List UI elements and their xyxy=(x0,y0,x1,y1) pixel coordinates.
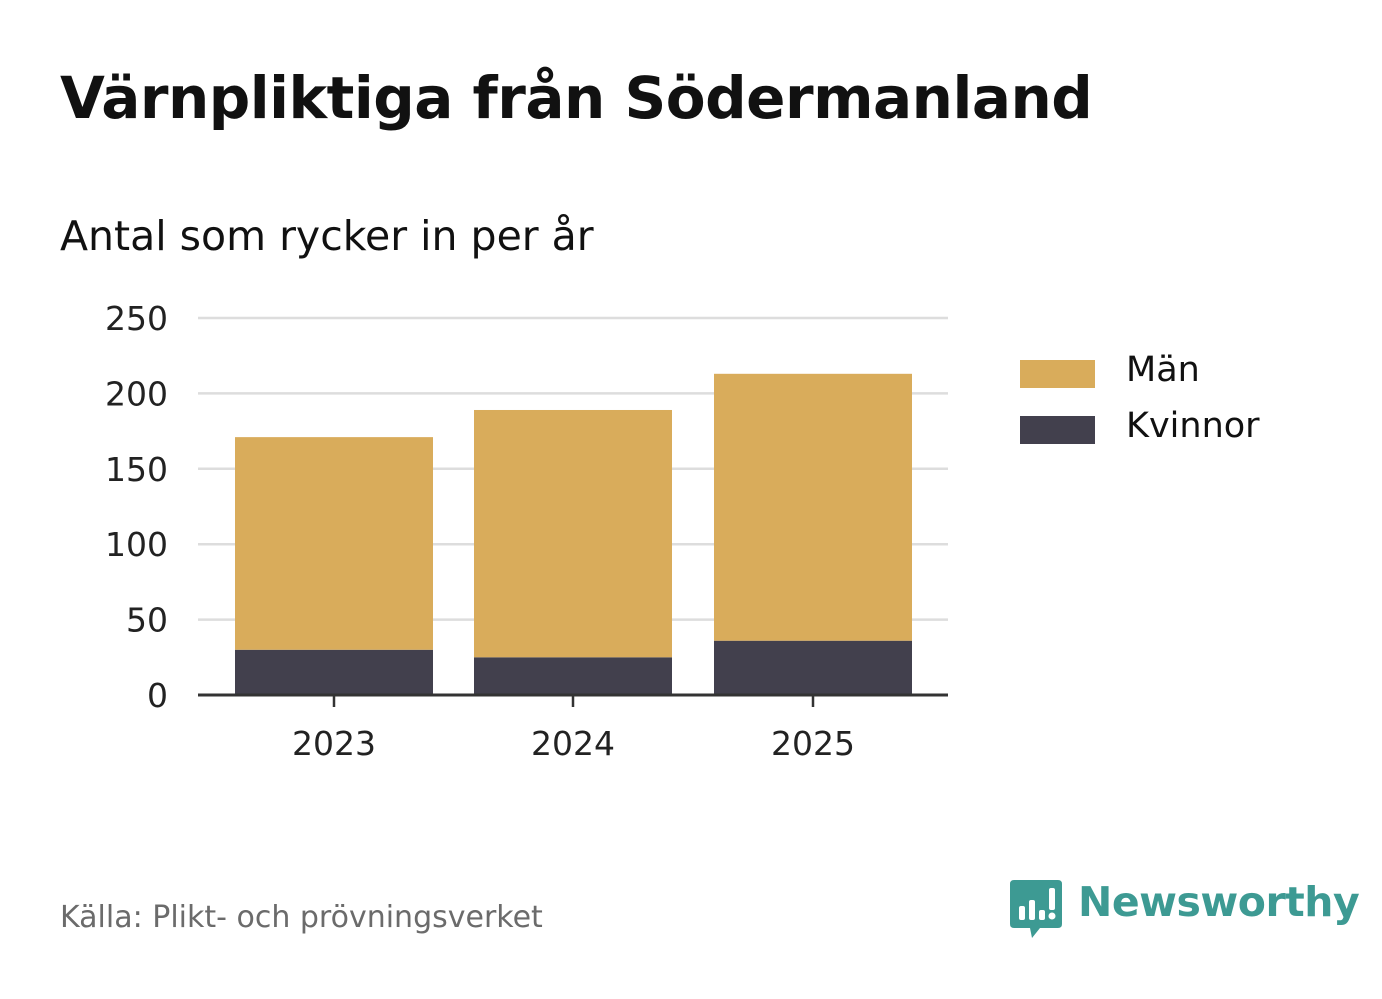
bar-women-2024 xyxy=(474,657,672,695)
y-tick-label: 100 xyxy=(105,525,168,564)
y-tick-label: 50 xyxy=(126,601,168,640)
legend-swatch-women xyxy=(1020,416,1095,444)
newsworthy-chart-bubble-icon xyxy=(1010,880,1062,938)
legend-item-women: Kvinnor xyxy=(1020,406,1350,446)
x-tick-label: 2023 xyxy=(292,724,376,763)
legend-swatch-men xyxy=(1020,360,1095,388)
y-tick-label: 150 xyxy=(105,450,168,489)
y-tick-label: 200 xyxy=(105,374,168,413)
chart-title: Värnpliktiga från Södermanland xyxy=(60,64,1093,132)
bar-women-2025 xyxy=(714,640,912,695)
stacked-bar-chart: 0 50 100 150 200 250 2023 2024 2025 xyxy=(105,299,948,763)
y-tick-label: 0 xyxy=(147,676,168,715)
x-tick-label: 2024 xyxy=(531,724,615,763)
bar-men-2025 xyxy=(714,373,912,641)
chart-subtitle: Antal som rycker in per år xyxy=(60,212,594,260)
legend-item-men: Män xyxy=(1020,350,1350,390)
legend-label-men: Män xyxy=(1126,350,1200,390)
x-tick-label: 2025 xyxy=(771,724,855,763)
legend-label-women: Kvinnor xyxy=(1126,406,1260,446)
bar-women-2023 xyxy=(235,649,433,695)
y-tick-label: 250 xyxy=(105,299,168,338)
bar-men-2023 xyxy=(235,437,433,650)
brand-name: Newsworthy xyxy=(1078,878,1360,926)
source-note: Källa: Plikt- och prövningsverket xyxy=(60,900,543,935)
bar-men-2024 xyxy=(474,409,672,658)
